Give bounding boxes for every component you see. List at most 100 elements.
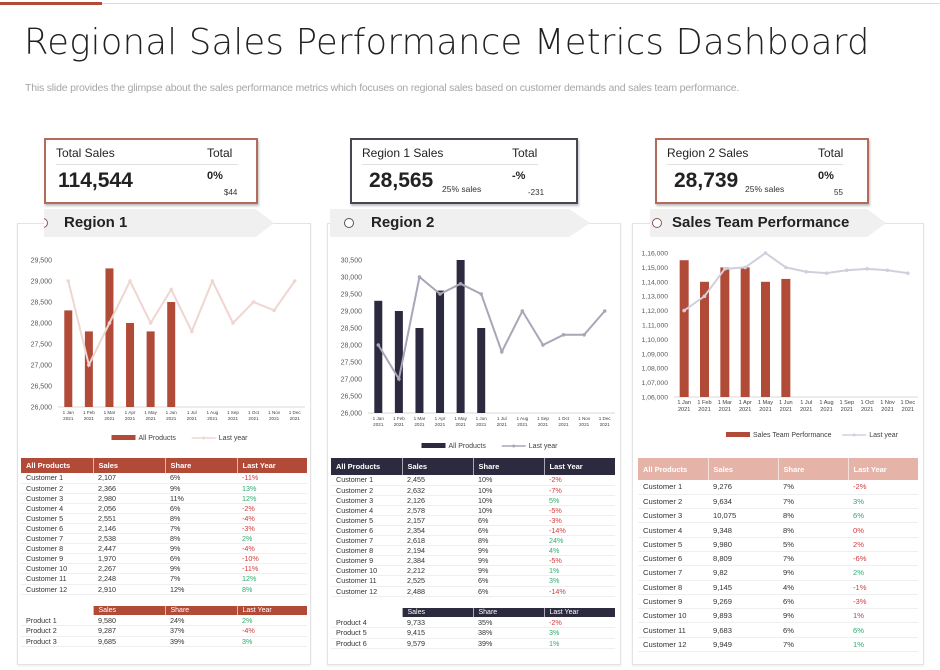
- last-year-cell: -5%: [544, 505, 615, 516]
- share-cell: 8%: [473, 535, 544, 547]
- line-point: [272, 308, 276, 313]
- line-point: [397, 377, 401, 381]
- legend-swatch-marker: [852, 433, 856, 437]
- legend-label: Last year: [529, 443, 558, 450]
- share-cell: 10%: [473, 505, 544, 516]
- bar: [477, 328, 486, 413]
- sales-cell: 2,488: [402, 586, 473, 597]
- last-year-cell: -5%: [544, 555, 615, 567]
- kpi-divider: [56, 164, 238, 165]
- x-tick-label-year: 2021: [759, 407, 771, 413]
- x-tick-label: 1 Dec: [599, 416, 612, 421]
- last-year-cell: 4%: [544, 545, 615, 557]
- sales-cell: 2,910: [93, 584, 165, 595]
- line-point: [602, 309, 607, 313]
- bar: [374, 300, 383, 413]
- table-row: Customer 4 2,578 10% -5%: [331, 505, 615, 516]
- table-row: Customer 1 2,107 6% -11%: [21, 473, 307, 484]
- x-tick-label-year: 2021: [125, 416, 136, 421]
- last-year-cell: 8%: [237, 584, 307, 595]
- share-cell: 24%: [165, 615, 237, 626]
- table-row: Product 5 9,415 38% 3%: [331, 627, 615, 639]
- table-row: Customer 9 1,970 6% -10%: [21, 553, 307, 565]
- y-tick-label: 1,08,000: [642, 366, 669, 373]
- last-year-cell: -14%: [544, 525, 615, 537]
- column-header: Share: [778, 458, 849, 480]
- kpi-delta: $44: [224, 188, 238, 197]
- line-point: [292, 279, 297, 283]
- bar: [394, 311, 403, 413]
- table-row: Customer 1 2,455 10% -2%: [331, 475, 615, 486]
- sales-cell: 2,194: [402, 545, 473, 557]
- table-row: Product 6 9,579 39% 1%: [331, 638, 615, 649]
- share-cell: 6%: [165, 473, 237, 484]
- line-point: [376, 343, 381, 347]
- x-tick-label-year: 2021: [881, 407, 893, 413]
- last-year-cell: -3%: [237, 523, 307, 535]
- table-row: Customer 7 9,82 9% 2%: [638, 565, 918, 581]
- x-tick-label-year: 2021: [698, 407, 710, 413]
- table-row: Customer 9 9,269 6% -3%: [638, 594, 918, 610]
- x-tick-label-year: 2021: [456, 422, 467, 427]
- last-year-cell: 2%: [237, 533, 307, 545]
- line-point: [743, 265, 747, 270]
- x-tick-label-year: 2021: [414, 422, 425, 427]
- table-row: Customer 2 2,632 10% -7%: [331, 485, 615, 496]
- column-header: Sales: [402, 458, 474, 475]
- last-year-cell: -14%: [544, 586, 615, 597]
- x-tick-label-year: 2021: [800, 407, 812, 413]
- table-row: Customer 7 2,618 8% 24%: [331, 535, 615, 547]
- kpi-divider: [667, 164, 843, 165]
- sales-cell: 2,455: [402, 475, 473, 486]
- row-label: Customer 12: [638, 637, 708, 653]
- table-region-1-products: Sales Share Last Year Product 1 9,580 24% 2% Pr…: [21, 606, 308, 647]
- last-year-cell: -2%: [544, 475, 615, 486]
- sales-cell: 9,579: [402, 638, 473, 649]
- line-point: [438, 292, 442, 296]
- panel-title: Region 1: [64, 214, 128, 231]
- row-label: Customer 3: [638, 508, 708, 524]
- sales-cell: 9,949: [708, 637, 778, 653]
- x-tick-label: 1 Nov: [880, 400, 895, 406]
- sales-cell: 8,809: [708, 551, 778, 567]
- table-row: Customer 1 9,276 7% -2%: [638, 480, 918, 495]
- sales-cell: 9,580: [93, 615, 165, 626]
- y-tick-label: 1,07,000: [642, 380, 669, 387]
- last-year-cell: -1%: [848, 580, 918, 595]
- bar: [436, 290, 445, 413]
- row-label: Customer 9: [21, 553, 93, 565]
- legend-swatch-bar: [111, 435, 136, 440]
- x-tick-label: 1 Oct: [860, 400, 874, 406]
- sales-cell: 2,126: [402, 495, 473, 506]
- table-row: Customer 11 2,248 7% 12%: [21, 573, 307, 585]
- x-tick-label: 1 Sep: [840, 400, 855, 406]
- y-tick-label: 27,500: [31, 342, 53, 349]
- x-tick-label-year: 2021: [146, 416, 157, 421]
- legend-label: Last year: [869, 432, 898, 439]
- row-label: Customer 8: [331, 545, 402, 557]
- sales-cell: 9,893: [708, 608, 778, 624]
- x-tick-label-year: 2021: [476, 422, 487, 427]
- sales-cell: 1,970: [93, 553, 165, 565]
- y-tick-label: 27,500: [341, 360, 363, 367]
- share-cell: 9%: [473, 565, 544, 577]
- top-rule: [0, 3, 940, 4]
- legend-label: Sales Team Performance: [753, 432, 832, 439]
- last-year-cell: -11%: [237, 563, 307, 575]
- sales-cell: 9,276: [708, 480, 778, 495]
- row-label: Customer 5: [21, 513, 93, 524]
- last-year-cell: 1%: [544, 565, 615, 577]
- y-tick-label: 1,10,000: [642, 337, 669, 344]
- y-tick-label: 29,000: [341, 309, 363, 316]
- x-tick-label-year: 2021: [841, 407, 853, 413]
- sales-cell: 2,107: [93, 473, 165, 484]
- line-point: [804, 269, 808, 274]
- kpi-note: 25% sales: [745, 184, 785, 194]
- x-tick-label: 1 Dec: [289, 410, 302, 415]
- table-row: Customer 10 2,212 9% 1%: [331, 565, 615, 577]
- last-year-cell: -2%: [848, 480, 918, 495]
- kpi-percent: -%: [512, 170, 526, 182]
- line-point: [763, 251, 768, 255]
- table-header-row: Sales Share Last Year: [331, 608, 616, 617]
- table-header-row: All Products Sales Share Last Year: [638, 458, 919, 480]
